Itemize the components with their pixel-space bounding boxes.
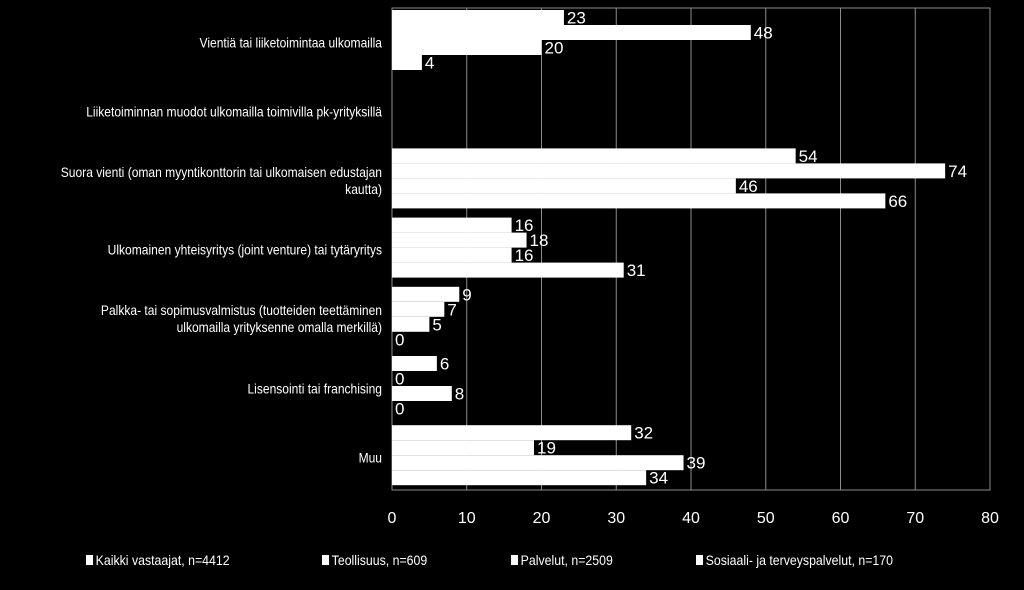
x-tick-label: 20 <box>532 510 551 527</box>
bar <box>392 286 460 302</box>
legend-swatch <box>86 555 94 565</box>
bar <box>392 178 736 194</box>
bar <box>392 316 430 332</box>
x-tick-label: 10 <box>457 510 476 527</box>
bar-value-label: 54 <box>799 147 818 166</box>
bar-value-label: 5 <box>432 315 441 334</box>
bar-value-label: 0 <box>395 330 404 349</box>
x-tick-label: 0 <box>387 510 397 527</box>
bar-value-label: 74 <box>948 162 967 181</box>
bar-value-label: 0 <box>395 400 404 419</box>
bar <box>392 193 886 209</box>
bar-value-label: 20 <box>545 39 564 58</box>
category-label: Muu <box>358 449 382 466</box>
bar-value-label: 18 <box>530 231 549 250</box>
legend: Kaikki vastaajat, n=4412 Teollisuus, n=6… <box>0 552 1024 576</box>
bar-value-label: 23 <box>567 9 586 28</box>
bar <box>392 440 535 456</box>
category-label: Liiketoiminnan muodot ulkomailla toimivi… <box>86 103 383 120</box>
legend-label: Sosiaali- ja terveyspalvelut, n=170 <box>705 552 893 568</box>
bar-value-label: 34 <box>649 469 668 488</box>
bar <box>392 470 647 486</box>
legend-swatch <box>696 555 704 565</box>
bar-value-label: 4 <box>425 54 434 73</box>
bar <box>392 148 796 164</box>
bar-value-label: 46 <box>739 177 758 196</box>
category-label: Vientiä tai liiketoimintaa ulkomailla <box>199 34 382 51</box>
legend-swatch <box>322 555 330 565</box>
bar <box>392 232 527 248</box>
bar-value-label: 0 <box>395 370 404 389</box>
bar <box>392 262 624 278</box>
bar-value-label: 6 <box>440 355 449 374</box>
bar-value-label: 7 <box>447 300 456 319</box>
bar <box>392 386 452 401</box>
bar-value-label: 31 <box>627 261 646 280</box>
bar <box>392 25 751 40</box>
x-tick-label: 30 <box>607 510 626 527</box>
bar-value-label: 48 <box>754 24 773 43</box>
x-tick-label: 60 <box>831 510 850 527</box>
legend-label: Palvelut, n=2509 <box>520 552 613 568</box>
bar-value-label: 16 <box>515 216 534 235</box>
legend-label: Teollisuus, n=609 <box>331 552 428 568</box>
bar <box>392 10 564 25</box>
bar-value-label: 39 <box>687 454 706 473</box>
category-label: Lisensointi tai franchising <box>247 380 382 397</box>
x-tick-label: 80 <box>981 510 999 527</box>
x-tick-label: 40 <box>682 510 700 527</box>
bar <box>392 247 512 263</box>
legend-label: Kaikki vastaajat, n=4412 <box>95 552 230 568</box>
bar-value-label: 66 <box>888 192 907 211</box>
bar-value-label: 16 <box>515 246 534 265</box>
bar <box>392 356 437 371</box>
bar <box>392 40 542 55</box>
bar <box>392 425 632 441</box>
bar-value-label: 8 <box>455 385 464 404</box>
x-tick-label: 50 <box>756 510 775 527</box>
category-label: Ulkomainen yhteisyritys (joint venture) … <box>107 241 383 258</box>
category-label: Suora vienti (oman myyntikonttorin tai u… <box>60 164 382 197</box>
bar <box>392 163 946 179</box>
legend-item: Teollisuus, n=609 <box>322 552 427 568</box>
legend-item: Palvelut, n=2509 <box>511 552 613 568</box>
bar <box>392 217 512 233</box>
bar-value-label: 19 <box>537 439 556 458</box>
x-tick-label: 70 <box>906 510 925 527</box>
bar <box>392 455 684 471</box>
bar-value-label: 9 <box>462 285 471 304</box>
legend-item: Sosiaali- ja terveyspalvelut, n=170 <box>696 552 893 568</box>
legend-swatch <box>511 555 519 565</box>
legend-item: Kaikki vastaajat, n=4412 <box>86 552 230 568</box>
category-label: Palkka- tai sopimusvalmistus (tuotteiden… <box>100 302 382 336</box>
bar-value-label: 32 <box>634 424 653 443</box>
bar <box>392 301 445 317</box>
bar <box>392 55 422 70</box>
